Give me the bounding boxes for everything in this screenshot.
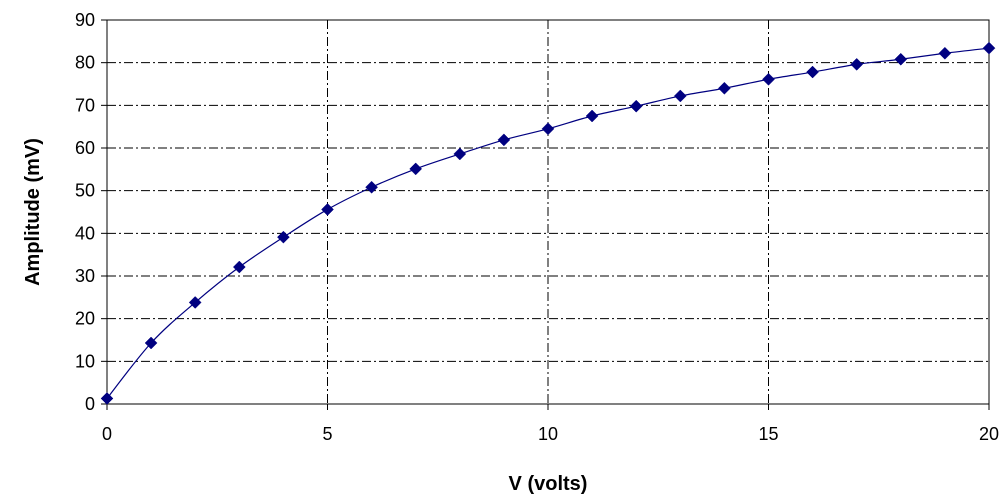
y-tick-label: 90 [75,10,95,30]
data-point-marker [850,58,864,71]
y-tick-label: 40 [75,223,95,243]
y-tick-label: 60 [75,138,95,158]
data-point-marker [938,46,952,60]
data-point-marker [629,99,643,113]
y-tick-label: 10 [75,351,95,371]
data-point-marker [541,122,555,136]
data-point-marker [277,230,290,244]
data-point-marker [762,72,775,86]
data-point-marker [585,109,599,123]
x-axis-title: V (volts) [509,473,588,495]
data-point-marker [188,296,202,309]
data-series [100,41,996,405]
y-axis-title: Amplitude (mV) [22,138,44,286]
data-point-marker [894,52,908,66]
x-tick-label: 0 [102,424,112,444]
data-point-marker [673,89,687,103]
x-tick-label: 10 [538,424,558,444]
y-axis-tick-labels: 0 10 20 30 40 50 60 70 80 90 [75,10,95,414]
data-point-marker [982,41,996,55]
data-point-marker [100,392,114,405]
y-tick-label: 20 [75,309,95,329]
y-tick-label: 50 [75,181,95,201]
data-point-marker [806,65,819,79]
data-point-marker [144,336,158,350]
data-point-marker [409,162,423,176]
y-tick-label: 0 [85,394,95,414]
axes [101,19,990,410]
x-axis-tick-labels: 0 5 10 15 20 [102,424,999,444]
x-tick-label: 15 [758,424,778,444]
data-point-marker [497,133,511,147]
x-tick-label: 20 [979,424,999,444]
data-point-marker [365,180,378,194]
y-tick-label: 30 [75,266,95,286]
data-point-marker [232,260,246,274]
y-tick-label: 80 [75,53,95,73]
data-point-marker [321,203,334,216]
x-tick-label: 5 [322,424,332,444]
data-point-marker [453,147,467,161]
grid-lines [107,20,989,404]
y-tick-label: 70 [75,95,95,115]
data-point-marker [718,81,731,95]
